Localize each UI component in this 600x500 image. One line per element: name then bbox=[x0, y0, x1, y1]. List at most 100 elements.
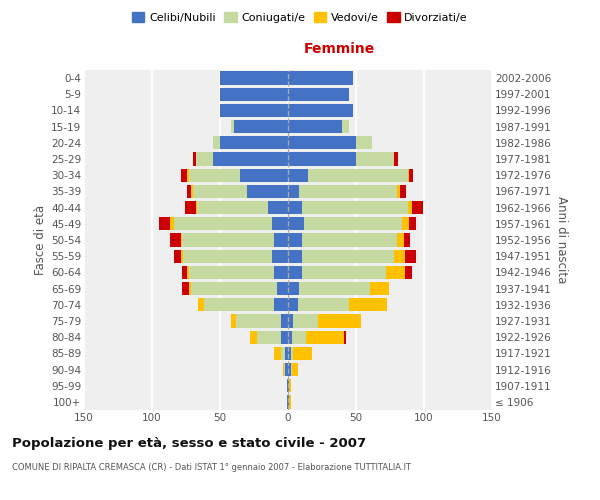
Bar bbox=[231, 314, 236, 328]
Bar bbox=[220, 88, 288, 101]
Bar bbox=[196, 201, 197, 214]
Bar bbox=[409, 217, 416, 230]
Bar bbox=[197, 201, 268, 214]
Bar bbox=[193, 185, 247, 198]
Bar bbox=[288, 314, 293, 328]
Bar bbox=[394, 152, 398, 166]
Bar bbox=[402, 217, 409, 230]
Bar bbox=[356, 152, 394, 166]
Bar bbox=[283, 363, 284, 376]
Bar bbox=[318, 314, 361, 328]
Bar bbox=[394, 250, 405, 263]
Bar bbox=[288, 363, 291, 376]
Text: Femmine: Femmine bbox=[304, 42, 374, 56]
Bar bbox=[288, 330, 292, 344]
Bar bbox=[288, 250, 302, 263]
Bar bbox=[189, 282, 191, 295]
Bar bbox=[187, 185, 191, 198]
Bar bbox=[236, 314, 281, 328]
Bar bbox=[289, 396, 291, 408]
Bar bbox=[191, 282, 277, 295]
Bar bbox=[174, 217, 272, 230]
Bar bbox=[274, 346, 281, 360]
Bar bbox=[257, 330, 281, 344]
Bar bbox=[288, 168, 308, 182]
Bar bbox=[298, 298, 349, 312]
Bar bbox=[281, 330, 288, 344]
Bar bbox=[302, 234, 397, 246]
Bar bbox=[191, 185, 193, 198]
Bar bbox=[349, 298, 387, 312]
Bar bbox=[412, 201, 422, 214]
Bar bbox=[170, 217, 174, 230]
Y-axis label: Anni di nascita: Anni di nascita bbox=[555, 196, 568, 284]
Bar bbox=[198, 298, 203, 312]
Bar bbox=[183, 250, 272, 263]
Bar bbox=[288, 266, 302, 279]
Bar bbox=[220, 136, 288, 149]
Bar bbox=[288, 136, 356, 149]
Bar bbox=[189, 168, 241, 182]
Bar bbox=[407, 168, 409, 182]
Bar bbox=[302, 201, 407, 214]
Bar bbox=[405, 250, 416, 263]
Bar bbox=[288, 104, 353, 117]
Bar bbox=[159, 217, 170, 230]
Bar bbox=[344, 330, 346, 344]
Bar bbox=[370, 282, 389, 295]
Bar bbox=[213, 136, 220, 149]
Bar bbox=[285, 363, 288, 376]
Bar bbox=[289, 379, 291, 392]
Bar bbox=[288, 379, 289, 392]
Bar bbox=[272, 250, 288, 263]
Bar bbox=[185, 201, 196, 214]
Bar bbox=[181, 234, 182, 246]
Bar bbox=[288, 88, 349, 101]
Bar bbox=[233, 120, 288, 134]
Bar bbox=[181, 168, 187, 182]
Bar bbox=[288, 120, 343, 134]
Bar bbox=[293, 314, 318, 328]
Text: COMUNE DI RIPALTA CREMASCA (CR) - Dati ISTAT 1° gennaio 2007 - Elaborazione TUTT: COMUNE DI RIPALTA CREMASCA (CR) - Dati I… bbox=[12, 462, 411, 471]
Bar bbox=[288, 396, 289, 408]
Bar bbox=[293, 346, 313, 360]
Bar bbox=[291, 363, 292, 376]
Bar bbox=[404, 234, 410, 246]
Bar bbox=[182, 282, 189, 295]
Bar bbox=[220, 104, 288, 117]
Bar bbox=[181, 250, 183, 263]
Bar bbox=[250, 330, 257, 344]
Bar bbox=[241, 168, 288, 182]
Bar bbox=[174, 250, 181, 263]
Bar bbox=[405, 266, 412, 279]
Bar bbox=[231, 120, 233, 134]
Bar bbox=[304, 217, 402, 230]
Bar bbox=[343, 120, 349, 134]
Bar bbox=[291, 346, 293, 360]
Bar bbox=[299, 282, 370, 295]
Bar bbox=[386, 266, 405, 279]
Bar bbox=[272, 217, 288, 230]
Bar bbox=[407, 201, 412, 214]
Bar bbox=[288, 72, 353, 85]
Bar bbox=[281, 314, 288, 328]
Bar bbox=[288, 346, 291, 360]
Bar bbox=[288, 298, 298, 312]
Bar bbox=[288, 282, 299, 295]
Bar bbox=[288, 217, 304, 230]
Bar bbox=[285, 346, 288, 360]
Bar bbox=[193, 152, 196, 166]
Bar bbox=[397, 185, 400, 198]
Bar bbox=[287, 396, 288, 408]
Bar bbox=[287, 379, 288, 392]
Bar bbox=[292, 363, 298, 376]
Bar bbox=[274, 234, 288, 246]
Bar bbox=[182, 234, 274, 246]
Bar bbox=[409, 168, 413, 182]
Bar bbox=[170, 234, 181, 246]
Bar bbox=[288, 185, 299, 198]
Bar bbox=[247, 185, 288, 198]
Text: Popolazione per età, sesso e stato civile - 2007: Popolazione per età, sesso e stato civil… bbox=[12, 438, 366, 450]
Bar bbox=[356, 136, 373, 149]
Bar bbox=[274, 266, 288, 279]
